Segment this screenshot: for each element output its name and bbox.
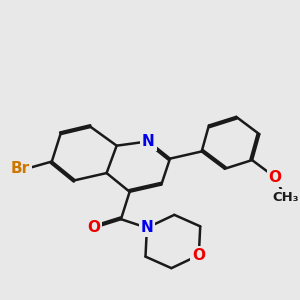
Text: O: O [269, 170, 282, 185]
Text: O: O [192, 248, 205, 263]
Text: N: N [142, 134, 155, 149]
Text: O: O [87, 220, 100, 235]
Text: Br: Br [11, 161, 30, 176]
Text: N: N [140, 220, 153, 235]
Text: CH₃: CH₃ [272, 191, 298, 204]
